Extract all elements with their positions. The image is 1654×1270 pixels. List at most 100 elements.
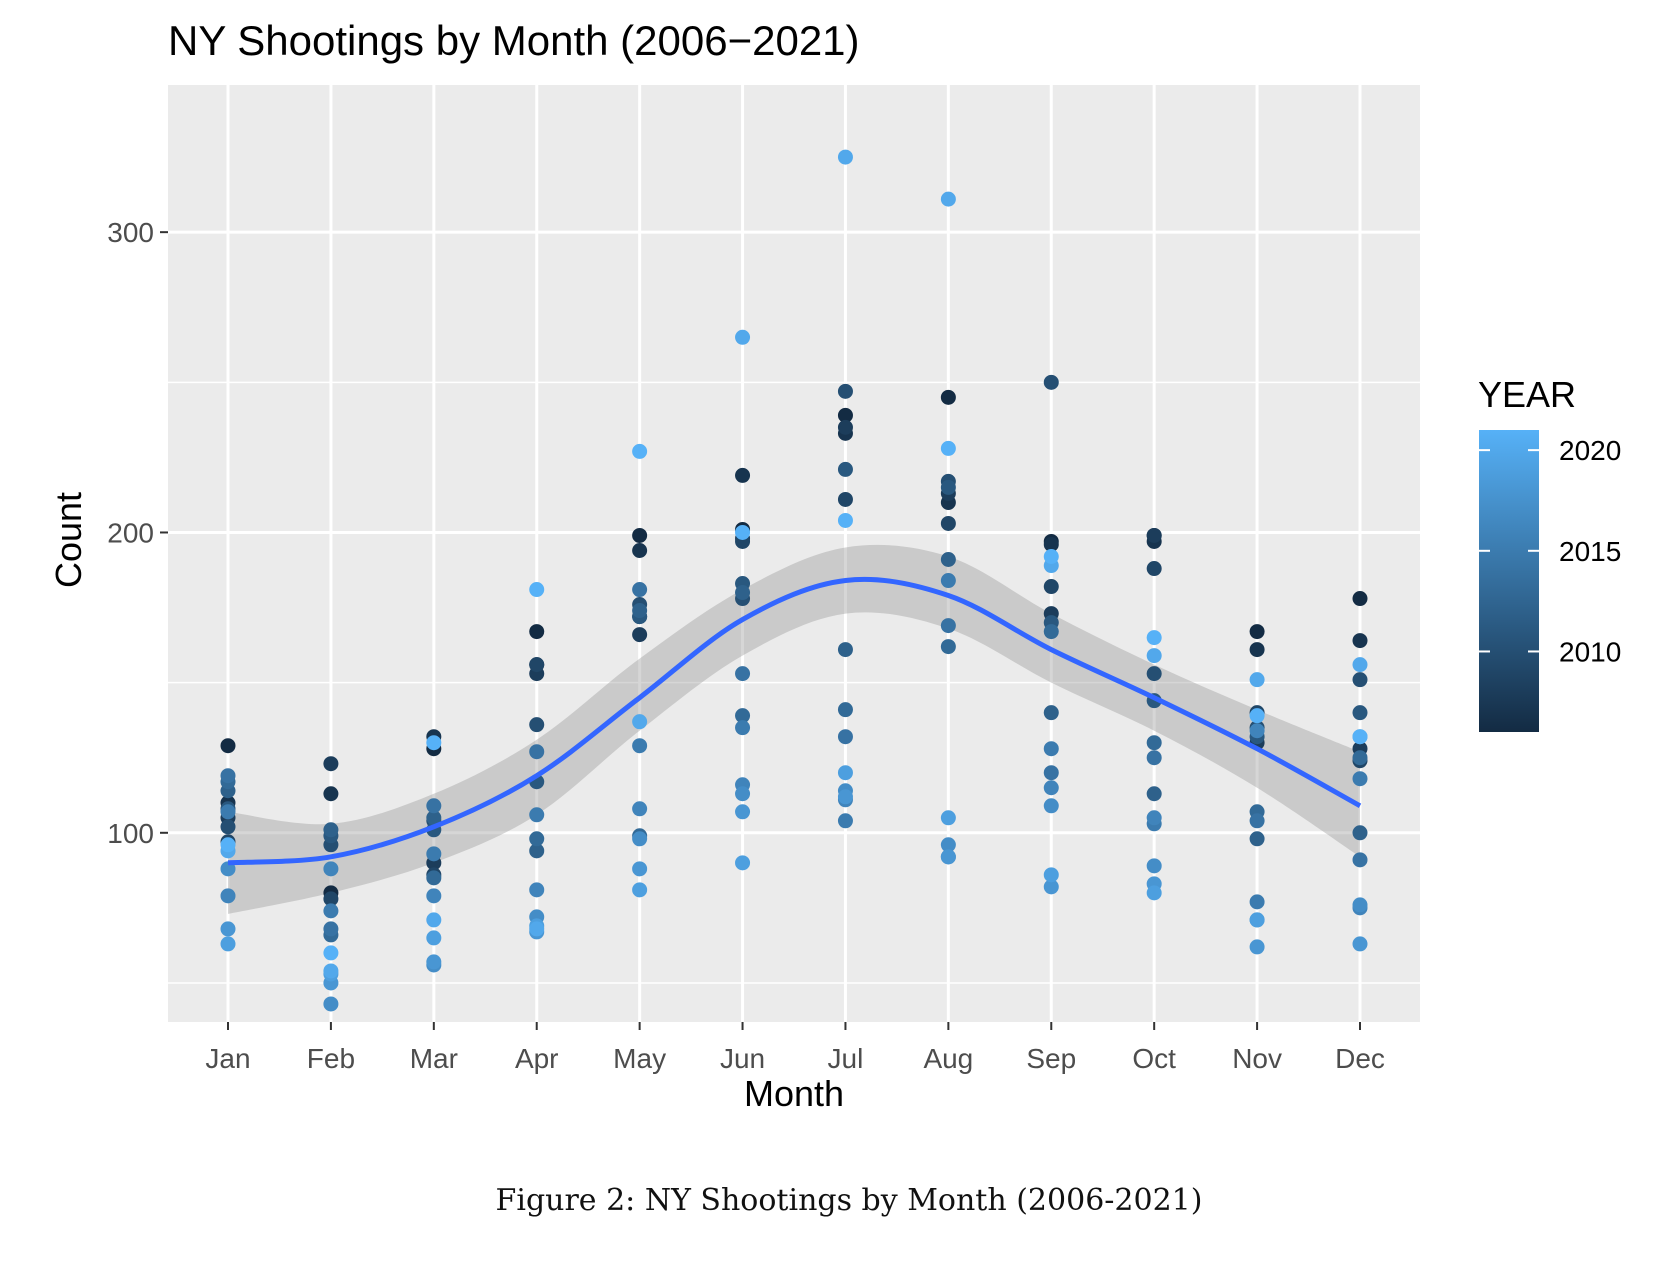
data-point (837, 642, 853, 658)
data-point (1249, 672, 1265, 688)
data-point (1146, 630, 1162, 646)
x-tick-label: Mar (410, 1043, 458, 1074)
data-point (632, 627, 648, 643)
data-point (529, 624, 545, 640)
x-tick-label: May (613, 1043, 666, 1074)
data-point (632, 831, 648, 847)
data-point (1146, 666, 1162, 682)
data-point (1043, 536, 1059, 552)
data-point (940, 515, 956, 531)
data-point (323, 921, 339, 937)
data-point (426, 888, 442, 904)
data-point (735, 524, 751, 540)
data-point (1146, 858, 1162, 874)
data-point (220, 768, 236, 784)
data-point (940, 440, 956, 456)
data-point (1352, 897, 1368, 913)
data-point (529, 831, 545, 847)
x-tick-label: Sep (1026, 1043, 1076, 1074)
data-point (1043, 867, 1059, 883)
data-point (529, 807, 545, 823)
data-point (837, 407, 853, 423)
y-axis: 100 200 300 (107, 217, 168, 849)
data-point (735, 585, 751, 601)
data-point (940, 849, 956, 865)
data-point (220, 888, 236, 904)
x-tick-label: Apr (515, 1043, 559, 1074)
data-point (837, 512, 853, 528)
data-point (735, 855, 751, 871)
data-point (529, 843, 545, 859)
data-point (1249, 831, 1265, 847)
data-point (1352, 672, 1368, 688)
x-tick-label: Feb (307, 1043, 355, 1074)
data-point (632, 714, 648, 730)
x-axis: Jan Feb Mar Apr May Jun Jul Aug Sep Oct Nov Dec (205, 1022, 1385, 1074)
data-point (1352, 705, 1368, 721)
data-point (735, 708, 751, 724)
data-point (632, 861, 648, 877)
confidence-band (228, 544, 1360, 914)
data-point (735, 720, 751, 736)
data-point (1249, 708, 1265, 724)
data-point (220, 819, 236, 835)
data-point (1249, 624, 1265, 640)
data-point (1146, 735, 1162, 751)
data-point (1146, 885, 1162, 901)
data-point (837, 789, 853, 805)
data-point (1249, 894, 1265, 910)
data-point (940, 837, 956, 853)
data-point (1352, 852, 1368, 868)
data-point (529, 582, 545, 598)
data-point (1043, 798, 1059, 814)
data-point (1352, 825, 1368, 841)
data-point (735, 804, 751, 820)
data-point (220, 837, 236, 853)
data-point (1043, 780, 1059, 796)
data-point (323, 996, 339, 1012)
x-axis-title: Month (744, 1073, 844, 1114)
data-point (323, 903, 339, 919)
data-point (735, 666, 751, 682)
data-point (323, 786, 339, 802)
data-point (1352, 633, 1368, 649)
data-point (1146, 561, 1162, 577)
data-point (1043, 879, 1059, 895)
data-point (735, 329, 751, 345)
confidence-band-layer (228, 544, 1360, 914)
x-tick-label: Oct (1132, 1043, 1176, 1074)
data-point (323, 822, 339, 838)
legend-ticks: 2010 2015 2020 (1479, 435, 1621, 667)
y-axis-title: Count (48, 492, 89, 588)
data-point (529, 717, 545, 733)
data-point (1249, 939, 1265, 955)
x-tick-label: Jan (205, 1043, 250, 1074)
data-point (837, 419, 853, 435)
data-point (1352, 750, 1368, 766)
legend-tick-label: 2010 (1559, 636, 1621, 667)
data-point (426, 810, 442, 826)
data-point (529, 882, 545, 898)
x-tick-label: Dec (1335, 1043, 1385, 1074)
y-tick-label: 300 (107, 217, 154, 248)
data-point (735, 786, 751, 802)
x-tick-label: Jun (720, 1043, 765, 1074)
smooth-line-layer (227, 576, 1362, 866)
data-point (837, 491, 853, 507)
data-point (940, 639, 956, 655)
figure-caption: Figure 2: NY Shootings by Month (2006-20… (496, 1183, 1203, 1218)
legend-title: YEAR (1478, 374, 1576, 415)
data-point (426, 798, 442, 814)
data-point (940, 618, 956, 634)
data-point (1146, 750, 1162, 766)
y-tick-label: 200 (107, 517, 154, 548)
data-point (940, 552, 956, 568)
data-point (632, 603, 648, 619)
data-point (426, 930, 442, 946)
data-point (426, 912, 442, 928)
data-point (632, 443, 648, 459)
data-point (1352, 936, 1368, 952)
data-point (426, 735, 442, 751)
data-point (1146, 527, 1162, 543)
